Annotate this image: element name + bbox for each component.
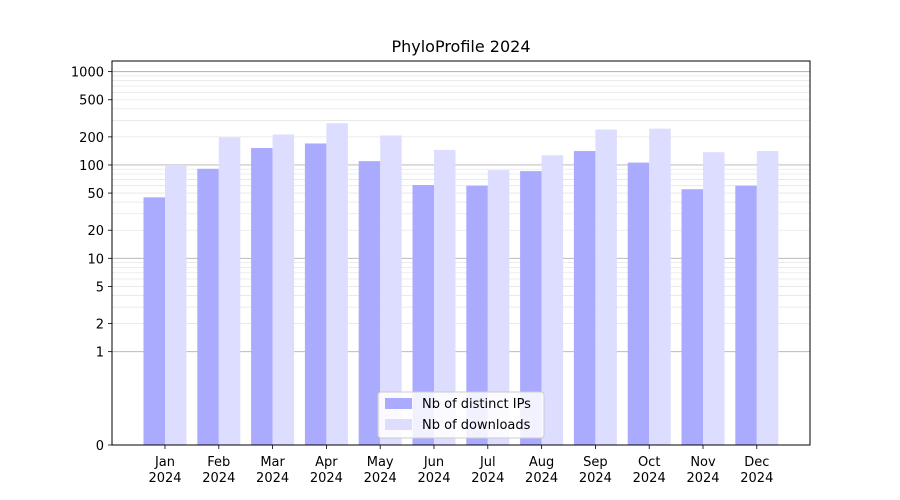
- bar-distinct-ips: [735, 185, 757, 445]
- legend-swatch: [385, 398, 412, 409]
- bar-distinct-ips: [412, 185, 434, 445]
- bar-distinct-ips: [197, 168, 219, 446]
- x-tick-label: Sep 2024: [579, 455, 612, 486]
- legend: Nb of distinct IPs Nb of downloads: [377, 391, 545, 439]
- chart-title: PhyloProfile 2024: [391, 37, 530, 56]
- y-tick-label: 20: [87, 224, 104, 239]
- x-tick-label: Dec 2024: [740, 455, 773, 486]
- x-tick-label: Oct 2024: [633, 455, 666, 486]
- x-tick-label: Aug 2024: [525, 455, 558, 486]
- x-tick-label: Nov 2024: [686, 455, 719, 486]
- x-axis: Jan 2024 Feb 2024 Mar 2024 Apr 2024 May 2024 Jun 20…: [148, 445, 773, 486]
- y-axis: 0 1 2 5 10 20 50 100 200 500 1000: [71, 66, 112, 454]
- y-tick-label: 1000: [71, 66, 104, 81]
- bar-downloads: [541, 155, 564, 446]
- legend-label: Nb of distinct IPs: [422, 397, 531, 412]
- legend-label: Nb of downloads: [422, 418, 531, 433]
- legend-swatch: [385, 419, 412, 430]
- bar-distinct-ips: [627, 162, 650, 445]
- bar-downloads: [434, 149, 456, 445]
- y-tick-label: 50: [87, 187, 104, 202]
- bar-distinct-ips: [573, 151, 596, 446]
- bar-downloads: [380, 135, 402, 445]
- bars: [143, 123, 779, 446]
- y-tick-label: 0: [96, 439, 104, 454]
- bar-downloads: [218, 137, 241, 445]
- legend-box: [377, 391, 545, 439]
- x-tick-label: Jun 2024: [417, 455, 450, 486]
- bar-distinct-ips: [251, 148, 273, 445]
- bar-downloads: [165, 164, 187, 446]
- bar-downloads: [326, 123, 348, 446]
- plot-frame: [111, 60, 811, 446]
- y-tick-label: 500: [79, 94, 104, 109]
- y-tick-label: 100: [79, 159, 104, 174]
- bar-distinct-ips: [304, 143, 327, 445]
- x-tick-label: Jul 2024: [471, 455, 504, 486]
- bar-distinct-ips: [681, 189, 703, 445]
- y-tick-label: 10: [87, 252, 104, 267]
- bar-downloads: [272, 134, 295, 445]
- bar-downloads: [487, 170, 510, 445]
- bar-distinct-ips: [358, 161, 381, 446]
- bar-downloads: [756, 151, 779, 446]
- y-tick-label: 1: [96, 346, 104, 361]
- bar-distinct-ips: [520, 171, 542, 445]
- bar-downloads: [649, 128, 671, 446]
- x-tick-label: Mar 2024: [256, 455, 289, 486]
- x-tick-label: May 2024: [364, 455, 397, 486]
- x-tick-label: Feb 2024: [202, 455, 235, 486]
- y-tick-label: 5: [96, 280, 104, 295]
- y-tick-label: 200: [79, 131, 104, 146]
- y-tick-label: 2: [96, 318, 104, 333]
- x-tick-label: Apr 2024: [310, 455, 343, 486]
- bar-downloads: [595, 129, 617, 445]
- bar-distinct-ips: [466, 185, 488, 445]
- x-tick-label: Jan 2024: [148, 455, 181, 486]
- bar-distinct-ips: [143, 197, 165, 445]
- bar-downloads: [703, 152, 725, 445]
